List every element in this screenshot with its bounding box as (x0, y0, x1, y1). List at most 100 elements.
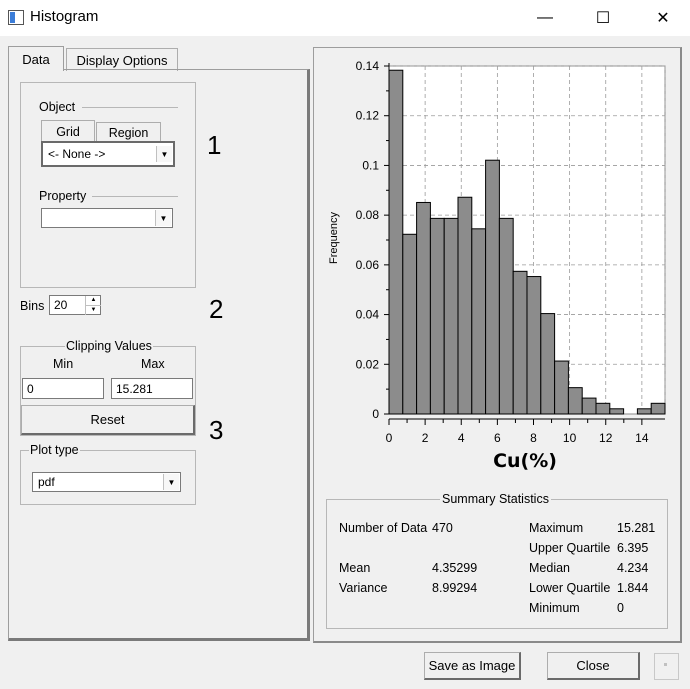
stat-mean-label: Mean (339, 561, 371, 575)
stat-mean-value: 4.35299 (432, 561, 478, 575)
max-input[interactable]: 15.281 (111, 378, 193, 399)
grip-icon (664, 663, 667, 666)
histogram-bar (498, 217, 514, 415)
chevron-down-icon: ▼ (156, 146, 172, 162)
bins-label: Bins (20, 299, 45, 313)
histogram-bar (416, 201, 431, 415)
x-tick-label: 6 (494, 431, 501, 445)
y-axis-label: Frequency (328, 212, 340, 264)
y-tick-label: 0.08 (356, 208, 380, 222)
close-button[interactable]: Close (547, 652, 640, 680)
x-tick-label: 4 (458, 431, 465, 445)
resize-grip[interactable] (654, 653, 679, 680)
histogram-bar (402, 233, 418, 415)
tab-display-options[interactable]: Display Options (66, 48, 178, 71)
stat-lq-label: Lower Quartile (529, 581, 611, 595)
y-tick-label: 0.06 (356, 258, 380, 272)
histogram-chart: 00.020.040.060.080.10.120.140 2 4 6 8 10 12 14 … (328, 59, 666, 472)
summary-title: Summary Statistics (440, 492, 551, 506)
minimize-button[interactable]: — (537, 9, 553, 26)
bins-value: 20 (54, 298, 68, 312)
x-tick-label: 8 (530, 431, 537, 445)
min-label: Min (53, 357, 74, 371)
histogram-bar (457, 196, 473, 415)
stat-min-label: Minimum (529, 601, 580, 615)
y-tick-label: 0.04 (356, 308, 380, 322)
spin-down-icon[interactable]: ▼ (85, 305, 101, 315)
y-tick-label: 0 (372, 407, 379, 421)
stat-variance-label: Variance (339, 581, 388, 595)
stat-max-value: 15.281 (617, 521, 656, 535)
max-label: Max (141, 357, 165, 371)
tab-data[interactable]: Data (8, 46, 64, 71)
histogram-bar (485, 159, 500, 415)
x-tick-label: 2 (422, 431, 429, 445)
plot-type-value: pdf (38, 475, 55, 489)
spin-up-icon[interactable]: ▲ (85, 296, 101, 305)
histogram-bar (636, 408, 652, 415)
x-tick-label: 14 (635, 431, 649, 445)
stat-median-label: Median (529, 561, 570, 575)
chevron-down-icon: ▼ (163, 474, 179, 490)
y-tick-label: 0.12 (356, 109, 380, 123)
histogram-bar (388, 69, 404, 415)
object-divider (82, 107, 178, 108)
bins-spinbox[interactable]: 20 ▲ ▼ (49, 295, 101, 315)
plot-type-group (20, 450, 196, 505)
subtab-grid[interactable]: Grid (41, 120, 95, 142)
reset-button[interactable]: Reset (21, 405, 195, 435)
chevron-down-icon: ▼ (155, 210, 171, 226)
min-input-value: 0 (27, 382, 34, 396)
annotation-1: 1 (207, 130, 222, 160)
histogram-bar (554, 360, 569, 415)
histogram-bar (595, 402, 611, 415)
histogram-bar (429, 217, 445, 415)
x-tick-label: 10 (563, 431, 577, 445)
x-tick-label: 12 (599, 431, 613, 445)
histogram-bar (609, 408, 625, 415)
stat-variance-value: 8.99294 (432, 581, 478, 595)
title-bar (0, 0, 690, 36)
window-title: Histogram (30, 8, 99, 25)
stat-lq-value: 1.844 (617, 581, 649, 595)
property-select[interactable]: ▼ (41, 208, 173, 228)
object-select-value: <- None -> (48, 147, 106, 161)
histogram-bar (443, 217, 459, 415)
save-as-image-button[interactable]: Save as Image (424, 652, 521, 680)
stat-median-value: 4.234 (617, 561, 649, 575)
histogram-bar (567, 387, 583, 415)
histogram-bar (540, 313, 556, 415)
object-property-group (20, 82, 196, 288)
property-divider (92, 196, 178, 197)
histogram-bar (526, 276, 542, 415)
stat-uq-value: 6.395 (617, 541, 649, 555)
annotation-2: 2 (209, 294, 224, 324)
chart-panel (313, 47, 682, 643)
y-tick-label: 0.1 (362, 158, 379, 172)
clipping-title: Clipping Values (65, 339, 153, 353)
stat-count-value: 470 (432, 521, 453, 535)
close-window-button[interactable]: ✕ (656, 10, 670, 27)
plot-type-title: Plot type (29, 443, 80, 457)
plot-type-select[interactable]: pdf ▼ (32, 472, 181, 492)
object-select[interactable]: <- None -> ▼ (41, 141, 175, 167)
subtab-region[interactable]: Region (96, 122, 161, 142)
stat-min-value: 0 (617, 601, 624, 615)
maximize-button[interactable]: ☐ (595, 10, 611, 27)
stat-uq-label: Upper Quartile (529, 541, 611, 555)
y-tick-label: 0.02 (356, 357, 380, 371)
histogram-bar (471, 228, 487, 415)
property-label: Property (39, 189, 87, 203)
max-input-value: 15.281 (116, 382, 153, 396)
min-input[interactable]: 0 (22, 378, 104, 399)
stat-count-label: Number of Data (339, 521, 428, 535)
x-tick-label: 0 (386, 431, 393, 445)
annotation-3: 3 (209, 415, 224, 445)
histogram-bar (650, 402, 666, 415)
histogram-bar (512, 270, 528, 415)
object-label: Object (39, 100, 76, 114)
x-axis-label: Cu(%) (493, 450, 557, 472)
data-tab-panel (8, 69, 310, 641)
app-icon (8, 10, 24, 25)
histogram-bar (581, 397, 597, 415)
